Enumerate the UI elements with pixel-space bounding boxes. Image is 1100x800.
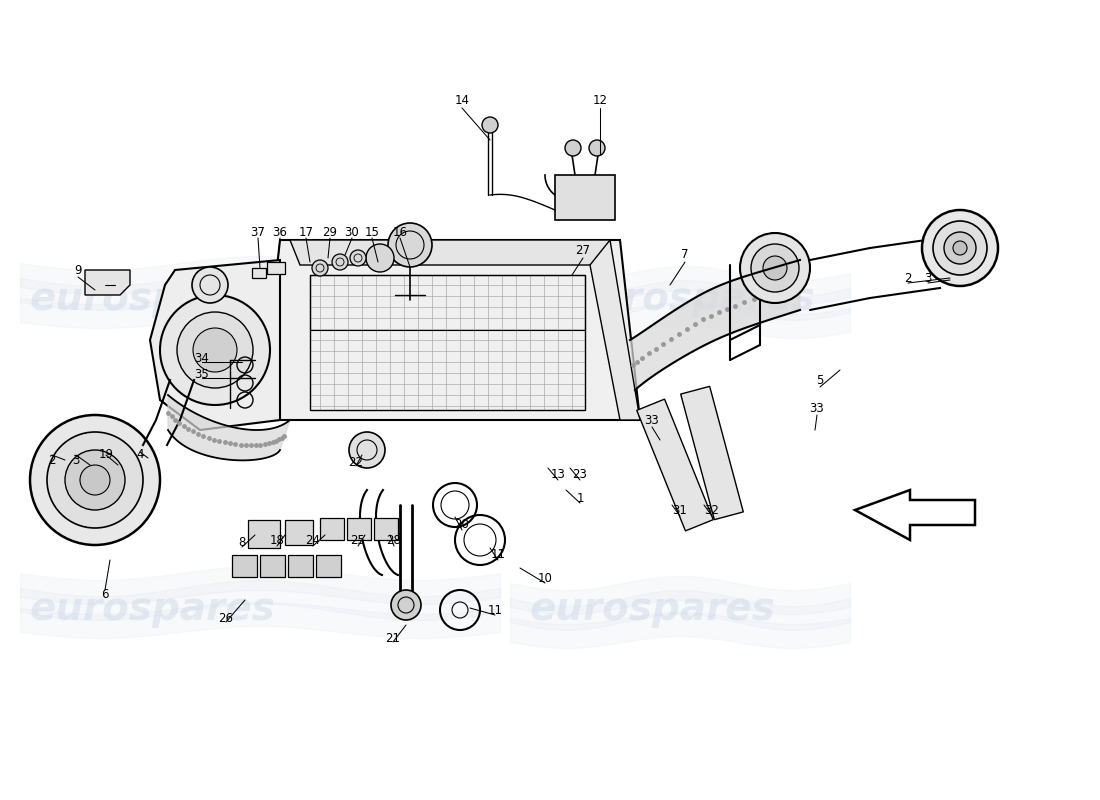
Circle shape	[763, 256, 786, 280]
Circle shape	[350, 250, 366, 266]
Bar	[374, 518, 398, 540]
Polygon shape	[168, 395, 290, 460]
Text: 17: 17	[298, 226, 314, 238]
Circle shape	[177, 312, 253, 388]
Text: eurospares: eurospares	[30, 280, 276, 318]
Text: 13: 13	[551, 467, 565, 481]
Text: 37: 37	[251, 226, 265, 238]
Circle shape	[565, 140, 581, 156]
Text: 28: 28	[386, 534, 402, 546]
Text: 18: 18	[270, 534, 285, 546]
Circle shape	[332, 254, 348, 270]
Text: 36: 36	[273, 226, 287, 238]
Circle shape	[349, 432, 385, 468]
Text: 10: 10	[538, 571, 552, 585]
Polygon shape	[590, 240, 640, 420]
Text: 2: 2	[904, 271, 912, 285]
Text: 8: 8	[239, 537, 245, 550]
Circle shape	[922, 210, 998, 286]
Bar	[316, 555, 341, 577]
Text: 33: 33	[810, 402, 824, 414]
Text: 14: 14	[454, 94, 470, 106]
Text: 19: 19	[99, 449, 113, 462]
Bar	[252, 268, 266, 278]
Text: 7: 7	[681, 249, 689, 262]
Bar	[310, 275, 585, 410]
Bar	[248, 520, 280, 548]
Text: 2: 2	[48, 454, 56, 466]
Text: 5: 5	[816, 374, 824, 386]
Bar	[320, 518, 344, 540]
Circle shape	[953, 241, 967, 255]
Text: 3: 3	[73, 454, 79, 466]
Circle shape	[388, 223, 432, 267]
Bar	[556, 175, 615, 220]
Bar	[260, 555, 285, 577]
Text: 4: 4	[136, 449, 144, 462]
Text: 12: 12	[593, 94, 607, 106]
Text: eurospares: eurospares	[30, 590, 276, 628]
Circle shape	[366, 244, 394, 272]
Circle shape	[47, 432, 143, 528]
Polygon shape	[150, 260, 280, 430]
Circle shape	[192, 267, 228, 303]
Polygon shape	[855, 490, 975, 540]
Text: 35: 35	[195, 367, 209, 381]
Text: 20: 20	[454, 518, 470, 531]
Circle shape	[588, 140, 605, 156]
Bar	[310, 275, 585, 330]
Text: 11: 11	[491, 549, 506, 562]
Bar	[267, 262, 285, 274]
Bar	[681, 386, 744, 520]
Bar	[637, 399, 713, 531]
Circle shape	[482, 117, 498, 133]
Circle shape	[390, 590, 421, 620]
Text: 31: 31	[672, 503, 688, 517]
Text: 24: 24	[306, 534, 320, 546]
Text: 30: 30	[344, 226, 360, 238]
Polygon shape	[290, 240, 610, 265]
Text: 16: 16	[393, 226, 407, 238]
Polygon shape	[630, 260, 800, 390]
Text: 6: 6	[101, 589, 109, 602]
Text: eurospares: eurospares	[570, 280, 816, 318]
Text: 21: 21	[385, 631, 400, 645]
Text: 32: 32	[705, 503, 719, 517]
Text: 9: 9	[75, 263, 81, 277]
Circle shape	[65, 450, 125, 510]
Text: 15: 15	[364, 226, 380, 238]
Text: 34: 34	[195, 351, 209, 365]
Circle shape	[312, 260, 328, 276]
Circle shape	[751, 244, 799, 292]
Text: 1: 1	[576, 491, 584, 505]
Text: 33: 33	[645, 414, 659, 426]
Text: 11: 11	[487, 603, 503, 617]
Bar	[232, 555, 257, 577]
Circle shape	[80, 465, 110, 495]
Circle shape	[160, 295, 270, 405]
Text: 23: 23	[573, 467, 587, 481]
Polygon shape	[85, 270, 130, 295]
Text: 27: 27	[575, 243, 591, 257]
Circle shape	[192, 328, 236, 372]
Bar	[346, 518, 371, 540]
Bar	[288, 555, 313, 577]
Text: 3: 3	[924, 271, 932, 285]
Text: 26: 26	[219, 611, 233, 625]
Circle shape	[740, 233, 810, 303]
Bar	[285, 520, 314, 545]
Text: 25: 25	[351, 534, 365, 546]
Circle shape	[30, 415, 159, 545]
Polygon shape	[260, 240, 640, 420]
Text: 22: 22	[349, 455, 363, 469]
Text: eurospares: eurospares	[530, 590, 775, 628]
Text: 29: 29	[322, 226, 338, 238]
Circle shape	[944, 232, 976, 264]
Circle shape	[933, 221, 987, 275]
